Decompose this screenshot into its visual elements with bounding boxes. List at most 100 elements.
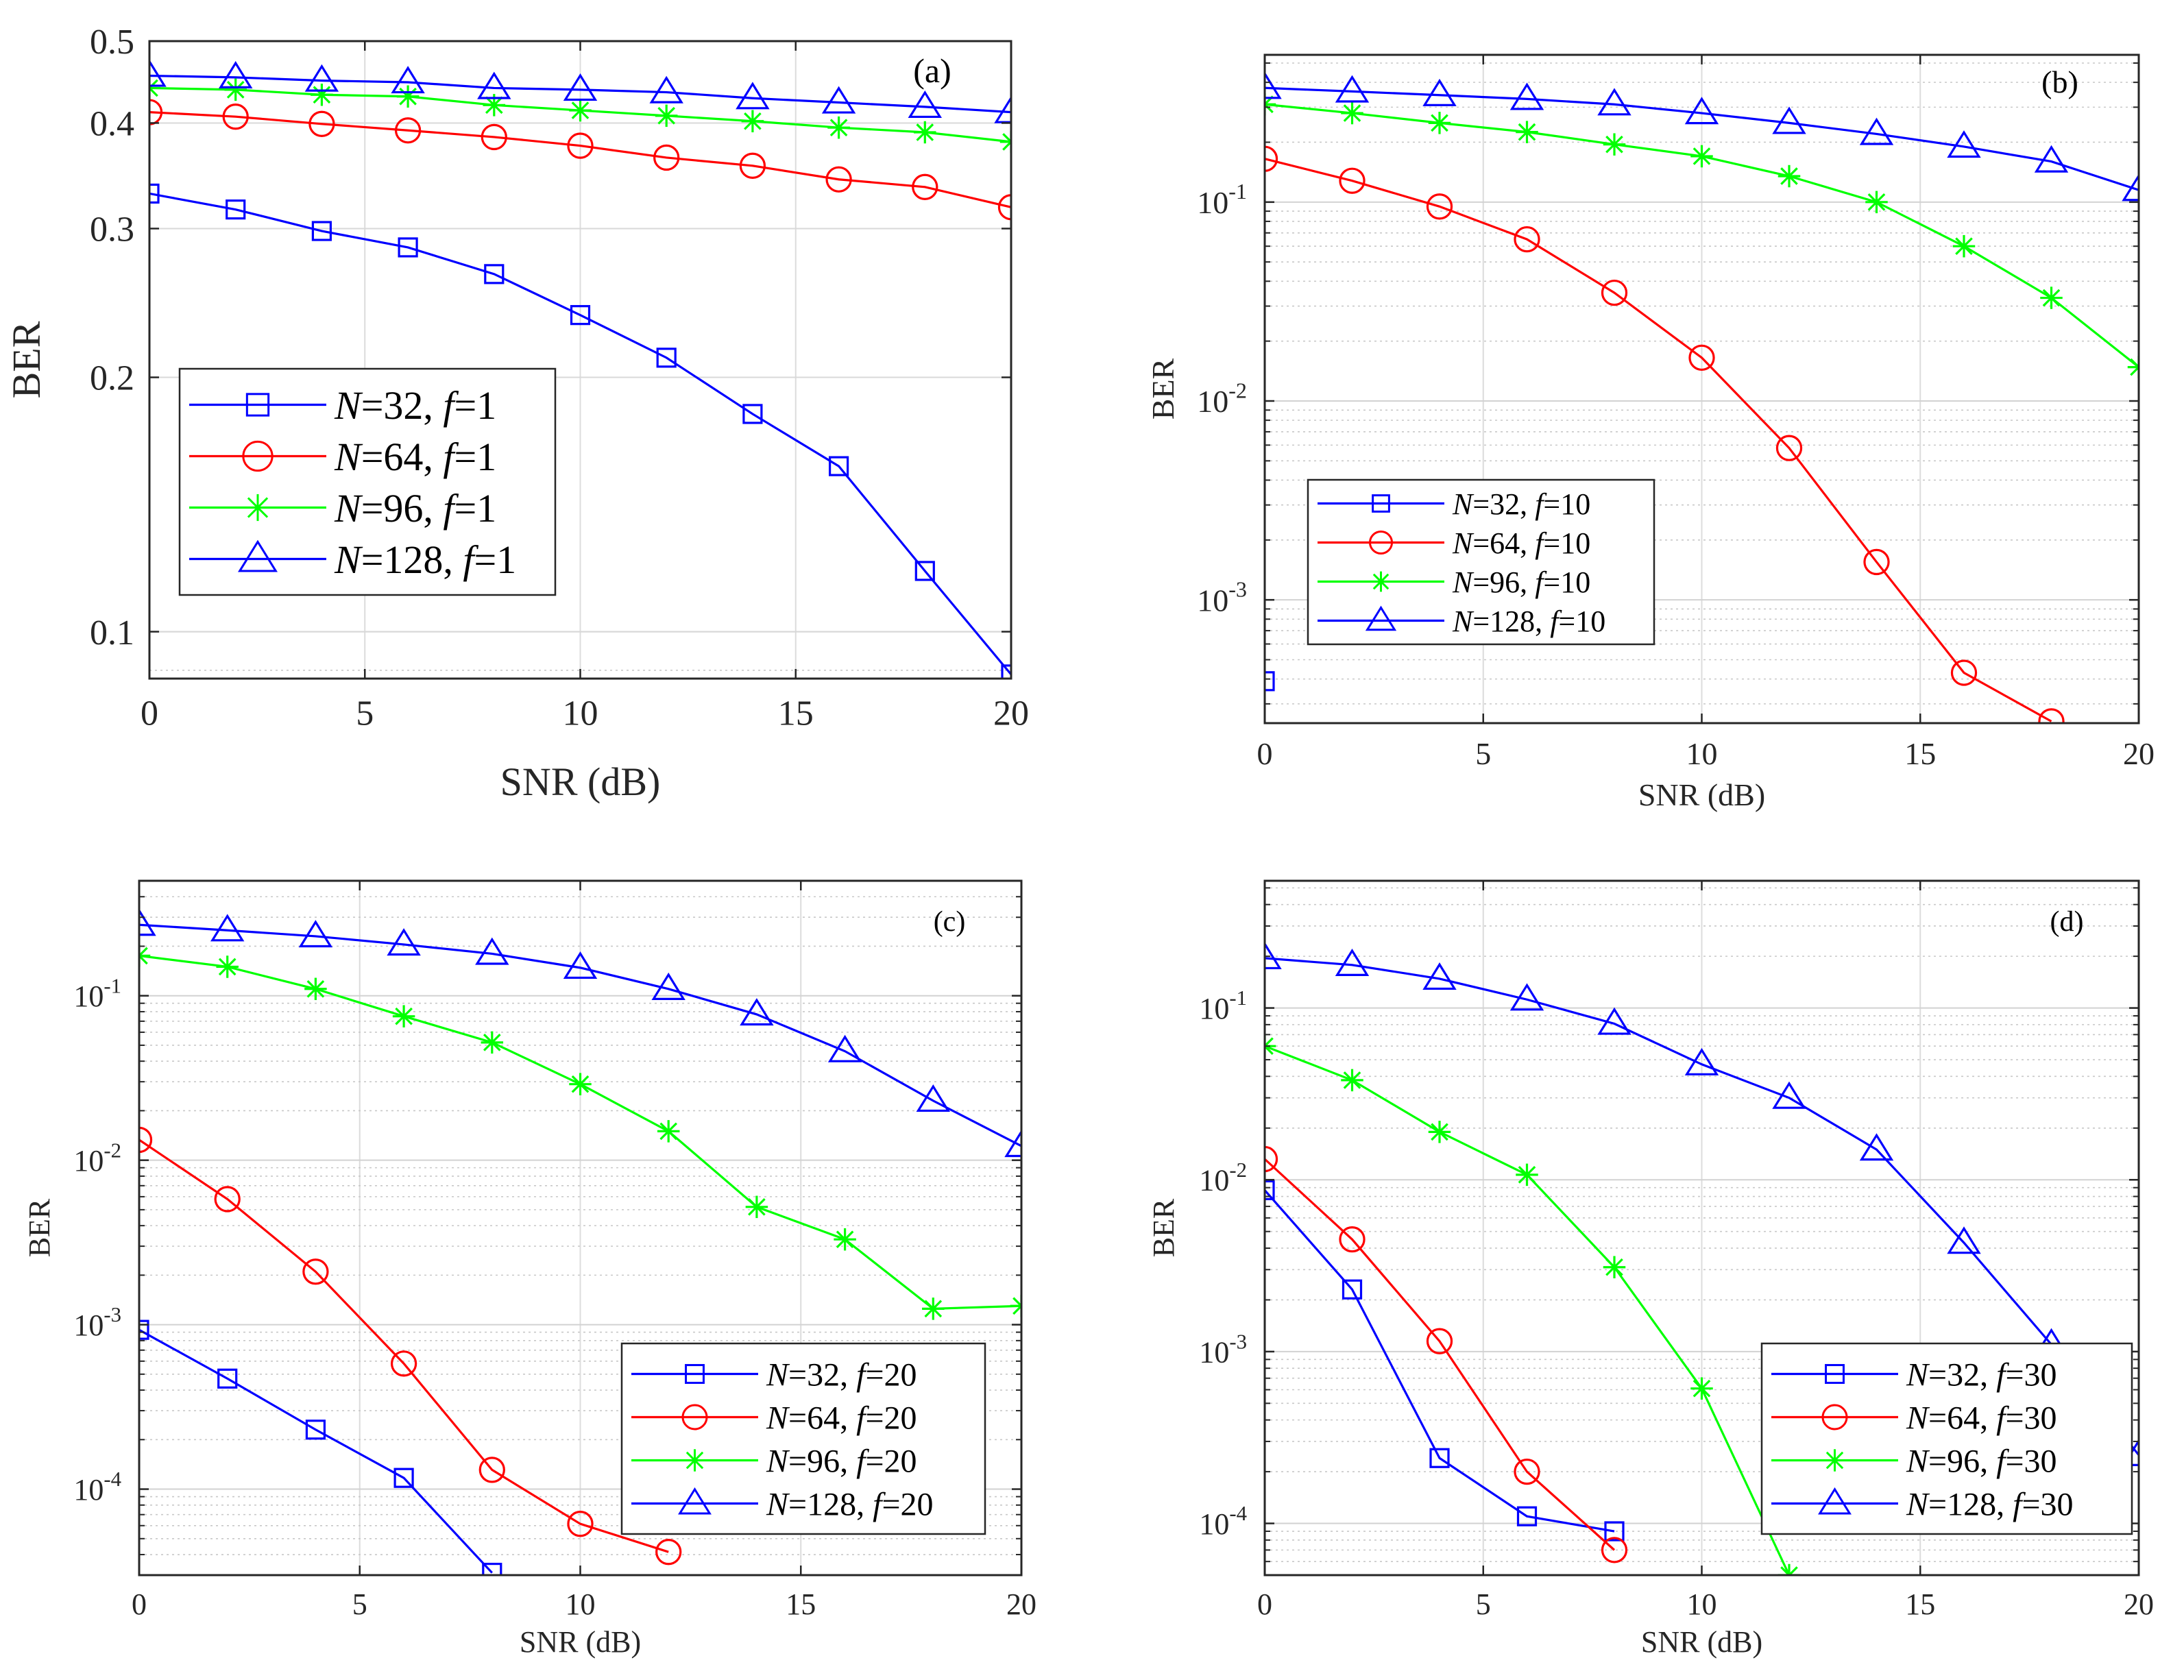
legend-box [620,1342,986,1535]
series-group [1265,71,2139,723]
y-axis-label: BER [1145,358,1180,419]
asterisk-marker [1603,133,1626,156]
asterisk-marker [392,1005,415,1027]
triangle-marker [1947,130,1981,158]
triangle-marker [1004,1130,1021,1158]
asterisk-stroke [139,954,148,965]
asterisk-marker [914,121,936,144]
asterisk-stroke [1265,102,1274,114]
asterisk-stroke [1012,1297,1021,1308]
circle-marker [912,173,938,200]
legend-var: N [334,383,363,428]
tick-base: 10 [1199,1507,1229,1541]
square-marker [1516,1506,1538,1526]
legend-val: =96, [1928,1443,1996,1479]
legend-val: =128, [1472,605,1550,638]
legend-item: N=32, f=30 [1771,1356,2057,1393]
legend-var: N [766,1400,790,1436]
square-marker [1265,1180,1275,1200]
legend-item: N=32, f=10 [1318,487,1590,521]
triangle-marker [475,937,509,965]
triangle-marker [1335,75,1370,103]
tick-base: 10 [1197,583,1228,618]
legend-var: N [1452,526,1475,560]
x-tick-label: 5 [1475,736,1491,771]
asterisk-stroke [149,79,158,90]
legend: N=32, f=20 N=64, f=20 N=96, f=20 N=128, f=2… [620,1342,986,1535]
legend-item: N=64, f=1 [189,435,496,479]
asterisk-marker [1010,1295,1021,1317]
asterisk-marker [1603,1256,1626,1278]
circle-marker [1821,1404,1848,1431]
asterisk-stroke [916,123,934,141]
asterisk-marker [1823,1449,1846,1472]
asterisk-stroke [1431,1123,1448,1141]
triangle-marker [1947,1226,1981,1254]
y-tick-label: 10-1 [73,974,121,1013]
asterisk-stroke [1605,1258,1623,1276]
series-asterisk [1265,93,2139,378]
tick-exponent: -1 [1228,179,1247,204]
series-circle [139,1126,682,1566]
legend-var: N [1906,1443,1930,1479]
asterisk-marker [139,945,151,967]
asterisk-stroke [1431,114,1448,132]
legend-label: N=64, f=20 [766,1400,917,1436]
asterisk-marker [1690,1377,1713,1400]
triangle-marker [139,908,156,936]
series-square [1265,1180,1625,1542]
legend-label: N=128, f=10 [1452,605,1605,638]
asterisk-marker [2040,287,2063,309]
square-marker [570,305,591,326]
legend-item: N=128, f=1 [189,537,516,582]
triangle-marker [649,75,683,104]
circle-marker [1265,1145,1278,1173]
triangle-marker [218,61,253,89]
legend: N=32, f=1N=64, f=1N=96, f=1N=128, f=1 [178,367,557,596]
circle-marker [1950,659,1978,686]
triangle-marker [1597,88,1631,116]
asterisk-marker [481,1031,504,1054]
triangle-marker [916,1084,951,1112]
asterisk-marker [1341,101,1363,125]
circle-marker [214,1186,241,1213]
tick-exponent: -3 [1228,577,1247,602]
panel-label: (d) [2050,906,2084,938]
legend-item: N=32, f=1 [189,383,496,428]
square-marker [484,264,505,284]
x-tick-label: 0 [132,1587,147,1621]
circle-marker [1514,1458,1540,1485]
triangle-marker [678,1487,712,1515]
square-marker [828,456,849,476]
y-tick-label: 0.3 [90,210,134,249]
legend-val: =96, [361,486,444,531]
circle-marker [1426,193,1453,220]
series-asterisk [1265,1034,1801,1575]
series-line [1265,86,2139,191]
asterisk-marker [1777,165,1801,188]
legend-var: N [1452,605,1475,638]
triangle-marker [387,928,421,956]
asterisk-stroke [2042,289,2061,307]
asterisk-stroke [1002,140,1011,151]
triangle-marker [1265,942,1282,970]
asterisk-stroke [1372,573,1390,590]
x-tick-label: 20 [1006,1587,1036,1621]
triangle-marker [2122,173,2139,202]
asterisk-marker [834,1228,856,1251]
square-marker [1342,1279,1363,1300]
legend-val: =20 [882,1486,933,1522]
legend-label: N=128, f=20 [766,1486,934,1522]
asterisk-marker [149,77,161,99]
x-tick-label: 0 [1257,736,1273,771]
legend-val: =32, [1928,1356,1996,1393]
circle-marker [653,144,680,171]
asterisk-marker [1777,1563,1801,1575]
tick-base: 10 [1199,1164,1229,1197]
asterisk-stroke [218,958,236,976]
legend-val: =20 [865,1400,917,1436]
tick-exponent: -1 [104,974,121,997]
asterisk-stroke [1343,1071,1361,1089]
series-triangle [149,59,1011,123]
